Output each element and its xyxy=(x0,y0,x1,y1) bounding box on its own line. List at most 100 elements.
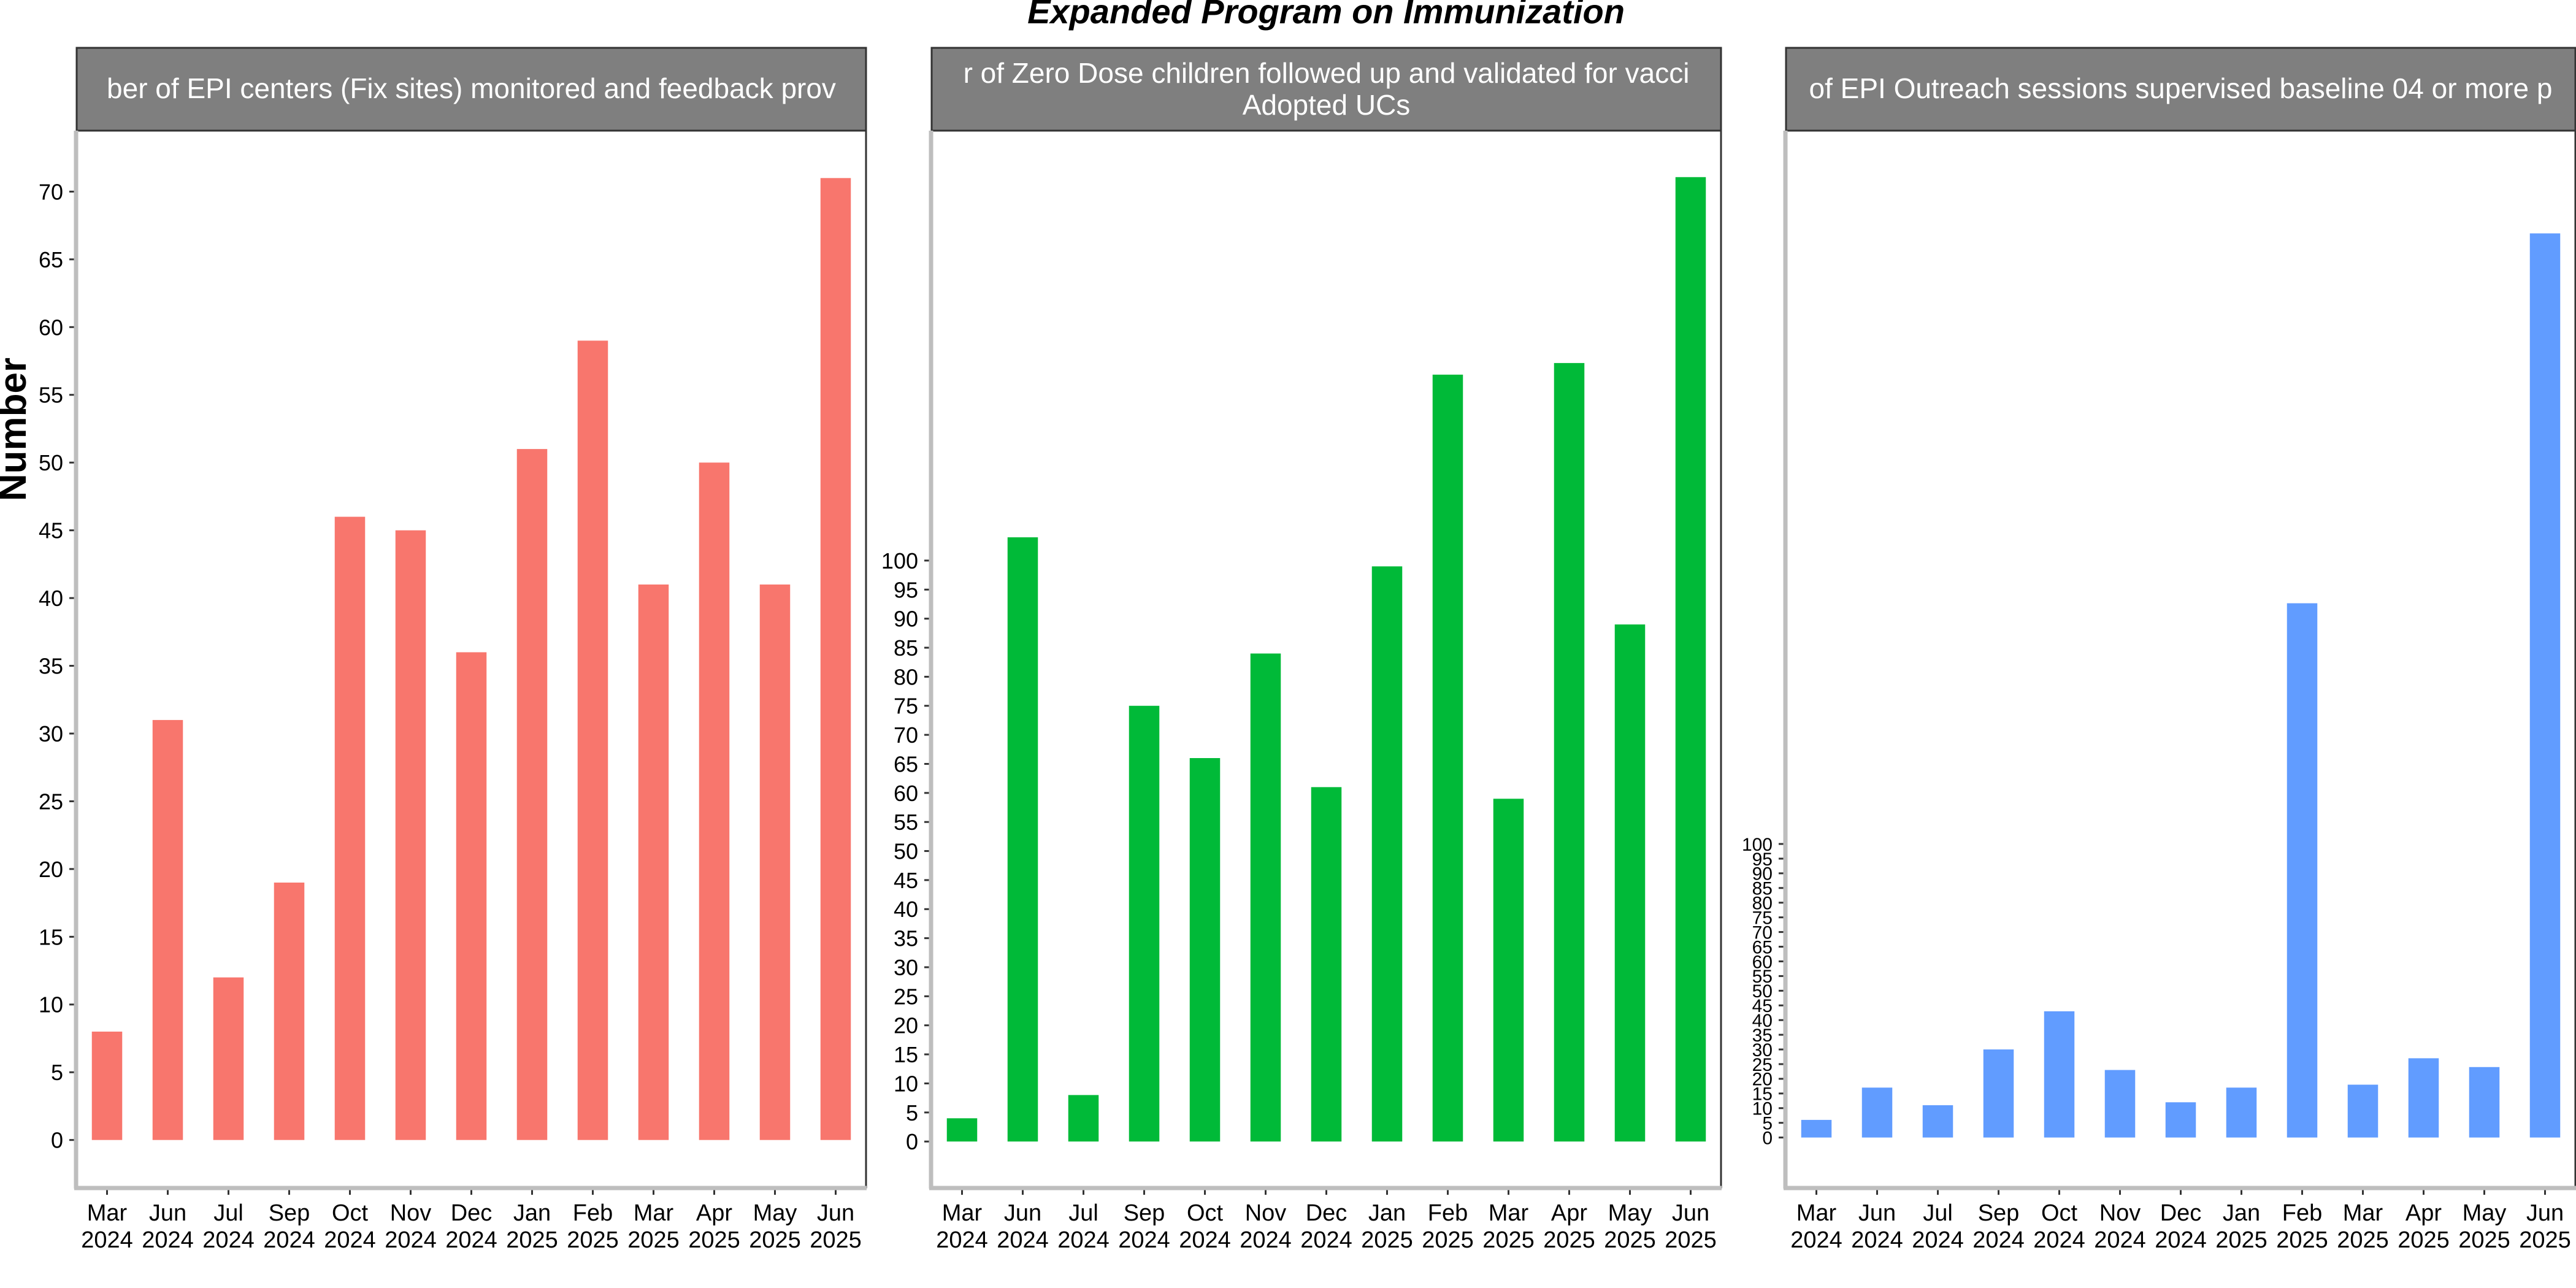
y-tick-label: 5 xyxy=(51,1060,63,1085)
bar-nov-2024 xyxy=(1250,653,1281,1142)
x-tick-label: Nov 2024 xyxy=(385,1200,437,1253)
x-tick-label: Jul 2024 xyxy=(1057,1200,1110,1253)
bar-apr-2025 xyxy=(1554,362,1585,1142)
y-tick-label: 70 xyxy=(894,723,918,748)
x-tick-label: Apr 2025 xyxy=(1543,1200,1595,1253)
y-tick-label: 100 xyxy=(1742,835,1773,855)
bar-jul-2024 xyxy=(1068,1095,1099,1142)
x-tick-label: Jun 2024 xyxy=(1851,1200,1903,1253)
y-tick-label: 0 xyxy=(51,1128,63,1153)
y-tick-label: 20 xyxy=(894,1013,918,1038)
bar-feb-2025 xyxy=(1432,374,1463,1142)
y-tick-label: 25 xyxy=(1752,1055,1773,1075)
x-tick-label: Feb 2025 xyxy=(567,1200,619,1253)
x-tick-label: Apr 2025 xyxy=(688,1200,740,1253)
y-tick-label: 60 xyxy=(894,781,918,806)
x-tick-label: Mar 2025 xyxy=(627,1200,680,1253)
bar-jan-2025 xyxy=(516,449,548,1140)
y-tick-label: 75 xyxy=(894,694,918,719)
y-tick-label: 45 xyxy=(39,518,63,543)
x-tick-label: Oct 2024 xyxy=(1179,1200,1231,1253)
y-tick-label: 5 xyxy=(1762,1114,1773,1134)
y-tick-label: 95 xyxy=(894,577,918,602)
bar-may-2025 xyxy=(1614,624,1646,1142)
x-tick-label: Nov 2024 xyxy=(1240,1200,1292,1253)
y-tick-label: 60 xyxy=(39,315,63,340)
bar-jun-2025 xyxy=(1675,177,1706,1142)
y-tick-label: 85 xyxy=(1752,879,1773,899)
bar-dec-2024 xyxy=(2165,1102,2196,1138)
panels: ber of EPI centers (Fix sites) monitored… xyxy=(39,47,2576,1253)
y-tick-label: 25 xyxy=(39,789,63,814)
bar-jun-2024 xyxy=(1007,537,1038,1142)
y-tick-label: 15 xyxy=(1752,1084,1773,1105)
y-tick-label: 55 xyxy=(39,383,63,408)
y-tick-label: 60 xyxy=(1752,952,1773,972)
bar-apr-2025 xyxy=(699,462,730,1140)
x-tick-label: Mar 2025 xyxy=(1482,1200,1535,1253)
x-tick-label: Mar 2024 xyxy=(936,1200,988,1253)
y-tick-label: 10 xyxy=(894,1071,918,1096)
y-tick-label: 90 xyxy=(1752,864,1773,884)
y-tick-label: 65 xyxy=(39,247,63,272)
panel-strip xyxy=(75,47,867,132)
y-tick-label: 15 xyxy=(39,924,63,949)
panel-strip-label: Adopted UCs xyxy=(1243,89,1411,121)
y-tick-label: 50 xyxy=(39,450,63,475)
y-tick-label: 0 xyxy=(906,1129,918,1154)
y-tick-label: 65 xyxy=(1752,937,1773,957)
panel-strip-label: ber of EPI centers (Fix sites) monitored… xyxy=(107,72,836,104)
x-tick-label: Oct 2024 xyxy=(2033,1200,2085,1253)
bar-oct-2024 xyxy=(334,516,366,1140)
bar-oct-2024 xyxy=(2044,1011,2075,1138)
bar-oct-2024 xyxy=(1189,758,1221,1142)
bar-mar-2024 xyxy=(91,1031,123,1140)
x-tick-label: Sep 2024 xyxy=(1118,1200,1170,1253)
y-tick-label: 10 xyxy=(39,992,63,1018)
y-tick-label: 80 xyxy=(1752,894,1773,914)
y-tick-label: 30 xyxy=(894,955,918,980)
x-tick-label: Dec 2024 xyxy=(1300,1200,1352,1253)
bar-may-2025 xyxy=(759,585,791,1140)
panel-border xyxy=(1785,129,2576,1189)
y-tick-label: 40 xyxy=(894,897,918,922)
y-tick-label: 65 xyxy=(894,751,918,776)
x-tick-label: Jan 2025 xyxy=(1361,1200,1413,1253)
y-tick-label: 50 xyxy=(1752,981,1773,1002)
y-tick-label: 5 xyxy=(906,1100,918,1125)
bar-jul-2024 xyxy=(213,977,244,1140)
y-tick-label: 20 xyxy=(1752,1070,1773,1090)
x-tick-label: Jun 2025 xyxy=(1665,1200,1717,1253)
x-tick-label: Jun 2024 xyxy=(142,1200,194,1253)
y-tick-label: 30 xyxy=(39,721,63,746)
bar-sep-2024 xyxy=(274,882,305,1140)
y-axis-label: Number xyxy=(0,358,34,501)
bar-mar-2024 xyxy=(1801,1119,1832,1138)
x-tick-label: Dec 2024 xyxy=(445,1200,497,1253)
x-tick-label: Jan 2025 xyxy=(2215,1200,2267,1253)
x-tick-label: Jul 2024 xyxy=(1912,1200,1964,1253)
bar-sep-2024 xyxy=(1983,1049,2014,1138)
y-tick-label: 35 xyxy=(894,926,918,951)
x-tick-label: Dec 2024 xyxy=(2155,1200,2207,1253)
bar-nov-2024 xyxy=(395,530,426,1140)
x-tick-label: Apr 2025 xyxy=(2398,1200,2450,1253)
bar-dec-2024 xyxy=(1311,787,1342,1142)
bar-jun-2025 xyxy=(820,178,851,1140)
x-tick-label: Sep 2024 xyxy=(263,1200,315,1253)
y-tick-label: 45 xyxy=(894,868,918,893)
y-tick-label: 10 xyxy=(1752,1099,1773,1119)
y-tick-label: 40 xyxy=(39,586,63,611)
bar-mar-2025 xyxy=(638,585,669,1140)
y-tick-label: 55 xyxy=(894,810,918,835)
y-tick-label: 40 xyxy=(1752,1011,1773,1031)
x-tick-label: Jun 2025 xyxy=(2519,1200,2571,1253)
bar-mar-2025 xyxy=(2347,1084,2379,1138)
x-tick-label: Nov 2024 xyxy=(2094,1200,2146,1253)
y-tick-label: 70 xyxy=(39,179,63,204)
x-tick-label: May 2025 xyxy=(2458,1200,2510,1253)
x-tick-label: Oct 2024 xyxy=(324,1200,376,1253)
bar-jun-2024 xyxy=(152,719,183,1140)
y-tick-label: 20 xyxy=(39,857,63,882)
